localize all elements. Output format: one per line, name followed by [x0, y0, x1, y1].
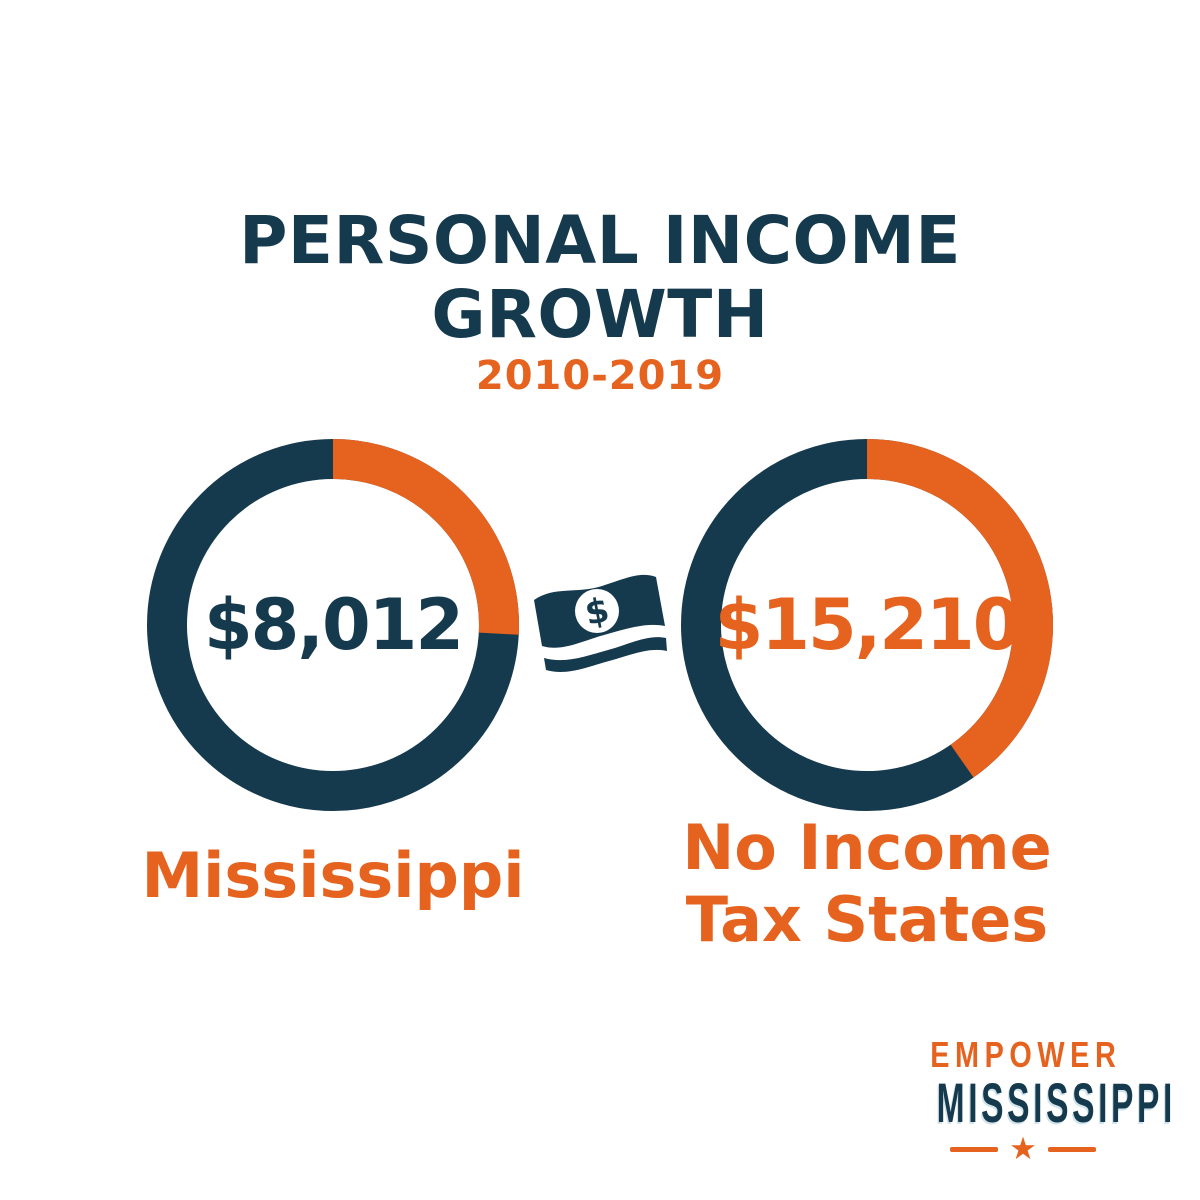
logo-divider-right-bar	[1047, 1147, 1096, 1152]
money-bill-coin-circle	[575, 589, 619, 633]
logo-divider: ★	[873, 1134, 1173, 1165]
page-subtitle-years: 2010-2019	[475, 353, 725, 399]
donut-chart-no-income-tax-states: $15,210	[681, 439, 1053, 811]
donut-ring-mississippi	[147, 439, 519, 811]
money-bill-icon: $	[534, 574, 667, 672]
donut-highlight-arc	[147, 439, 519, 811]
logo-divider-left-bar	[950, 1147, 999, 1152]
no-income-tax-label-line2: Tax States	[685, 883, 1049, 956]
star-icon: ★	[1009, 1131, 1037, 1167]
no-income-tax-value: $15,210	[714, 584, 1022, 666]
page-title: PERSONAL INCOME GROWTH	[0, 204, 1200, 352]
page-title-line1: PERSONAL INCOME	[239, 202, 961, 279]
mississippi-value: $8,012	[203, 584, 464, 666]
empower-mississippi-logo: EMPOWER MISSISSIPPI ★	[873, 1036, 1173, 1165]
logo-empower-text: EMPOWER	[930, 1034, 1122, 1075]
no-income-tax-label: No Income Tax States	[657, 812, 1077, 956]
donut-chart-mississippi: $8,012	[147, 439, 519, 811]
mississippi-label: Mississippi	[141, 839, 525, 912]
donut-ring-no-income-tax	[681, 439, 1053, 811]
logo-mississippi-text: MISSISSIPPI	[936, 1071, 1176, 1134]
no-income-tax-label-line1: No Income	[682, 811, 1052, 884]
donut-highlight-arc	[681, 439, 1053, 811]
page-title-line2: GROWTH	[431, 276, 769, 353]
money-bill-wave-band	[544, 637, 667, 672]
